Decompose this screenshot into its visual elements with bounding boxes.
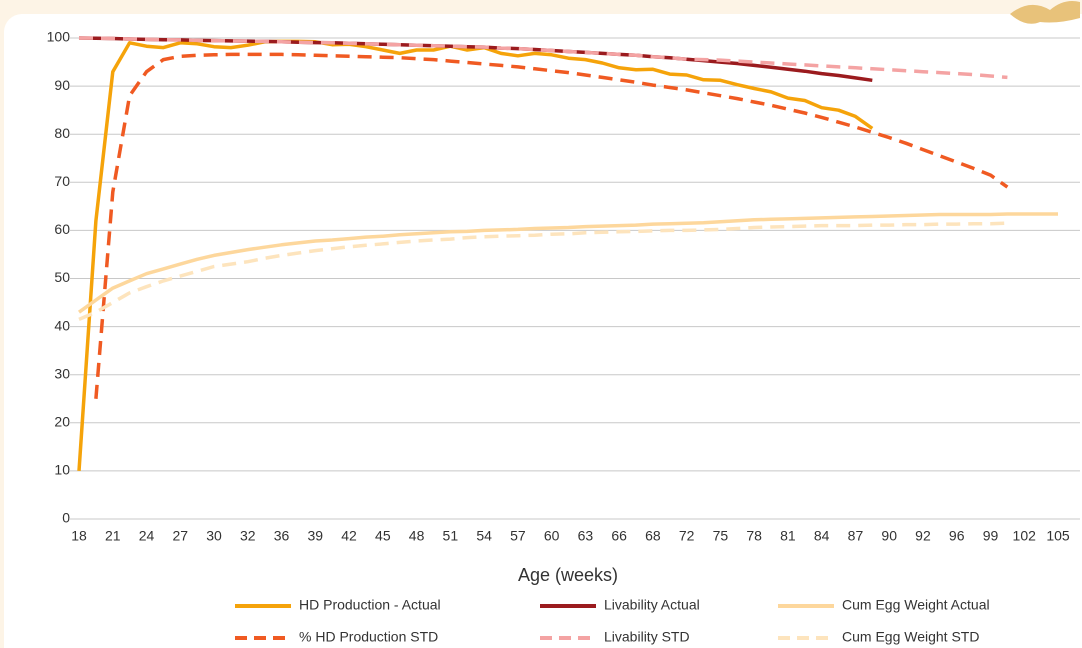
series-line: [77, 212, 1058, 314]
series-line: [94, 52, 1009, 399]
x-tick-label: 105: [1046, 528, 1070, 544]
x-tick-label: 78: [746, 528, 762, 544]
x-tick-label: 51: [443, 528, 459, 544]
y-tick-label: 80: [54, 125, 70, 141]
x-tick-label: 90: [881, 528, 897, 544]
legend-label: Cum Egg Weight STD: [842, 629, 979, 645]
x-tick-label: 24: [139, 528, 155, 544]
x-tick-label: 39: [308, 528, 324, 544]
x-tick-label: 92: [915, 528, 931, 544]
x-tick-label: 87: [848, 528, 864, 544]
y-tick-label: 0: [62, 510, 70, 526]
x-tick-label: 99: [983, 528, 999, 544]
x-tick-label: 102: [1013, 528, 1037, 544]
series-line: [78, 36, 1008, 80]
decoration: [1010, 1, 1080, 24]
x-tick-label: 81: [780, 528, 796, 544]
legend-label: Livability Actual: [604, 597, 700, 613]
legend-label: Livability STD: [604, 629, 690, 645]
x-tick-label: 45: [375, 528, 391, 544]
x-tick-label: 36: [274, 528, 290, 544]
y-tick-label: 70: [54, 173, 70, 189]
x-axis-label: Age (weeks): [518, 565, 618, 585]
series-line: [77, 39, 874, 472]
x-tick-label: 42: [341, 528, 357, 544]
series-line: [78, 221, 1008, 322]
y-tick-label: 50: [54, 269, 70, 285]
x-tick-label: 66: [611, 528, 627, 544]
x-tick-label: 30: [206, 528, 222, 544]
legend-label: HD Production - Actual: [299, 597, 441, 613]
x-tick-label: 60: [544, 528, 560, 544]
y-tick-label: 10: [54, 462, 70, 478]
x-tick-label: 75: [713, 528, 729, 544]
y-tick-label: 100: [47, 29, 71, 45]
y-tick-label: 90: [54, 77, 70, 93]
panel: [4, 14, 1082, 648]
x-tick-label: 27: [172, 528, 188, 544]
x-tick-label: 32: [240, 528, 256, 544]
x-tick-label: 72: [679, 528, 695, 544]
legend-label: Cum Egg Weight Actual: [842, 597, 990, 613]
x-tick-label: 48: [409, 528, 425, 544]
legend-label: % HD Production STD: [299, 629, 438, 645]
y-tick-label: 60: [54, 221, 70, 237]
y-tick-label: 20: [54, 414, 70, 430]
y-tick-label: 40: [54, 317, 70, 333]
x-tick-label: 21: [105, 528, 121, 544]
x-tick-label: 18: [71, 528, 87, 544]
x-tick-label: 96: [949, 528, 965, 544]
x-tick-label: 84: [814, 528, 830, 544]
x-tick-label: 63: [578, 528, 594, 544]
x-tick-label: 68: [645, 528, 661, 544]
x-tick-label: 54: [476, 528, 492, 544]
x-tick-label: 57: [510, 528, 526, 544]
y-tick-label: 30: [54, 365, 70, 381]
